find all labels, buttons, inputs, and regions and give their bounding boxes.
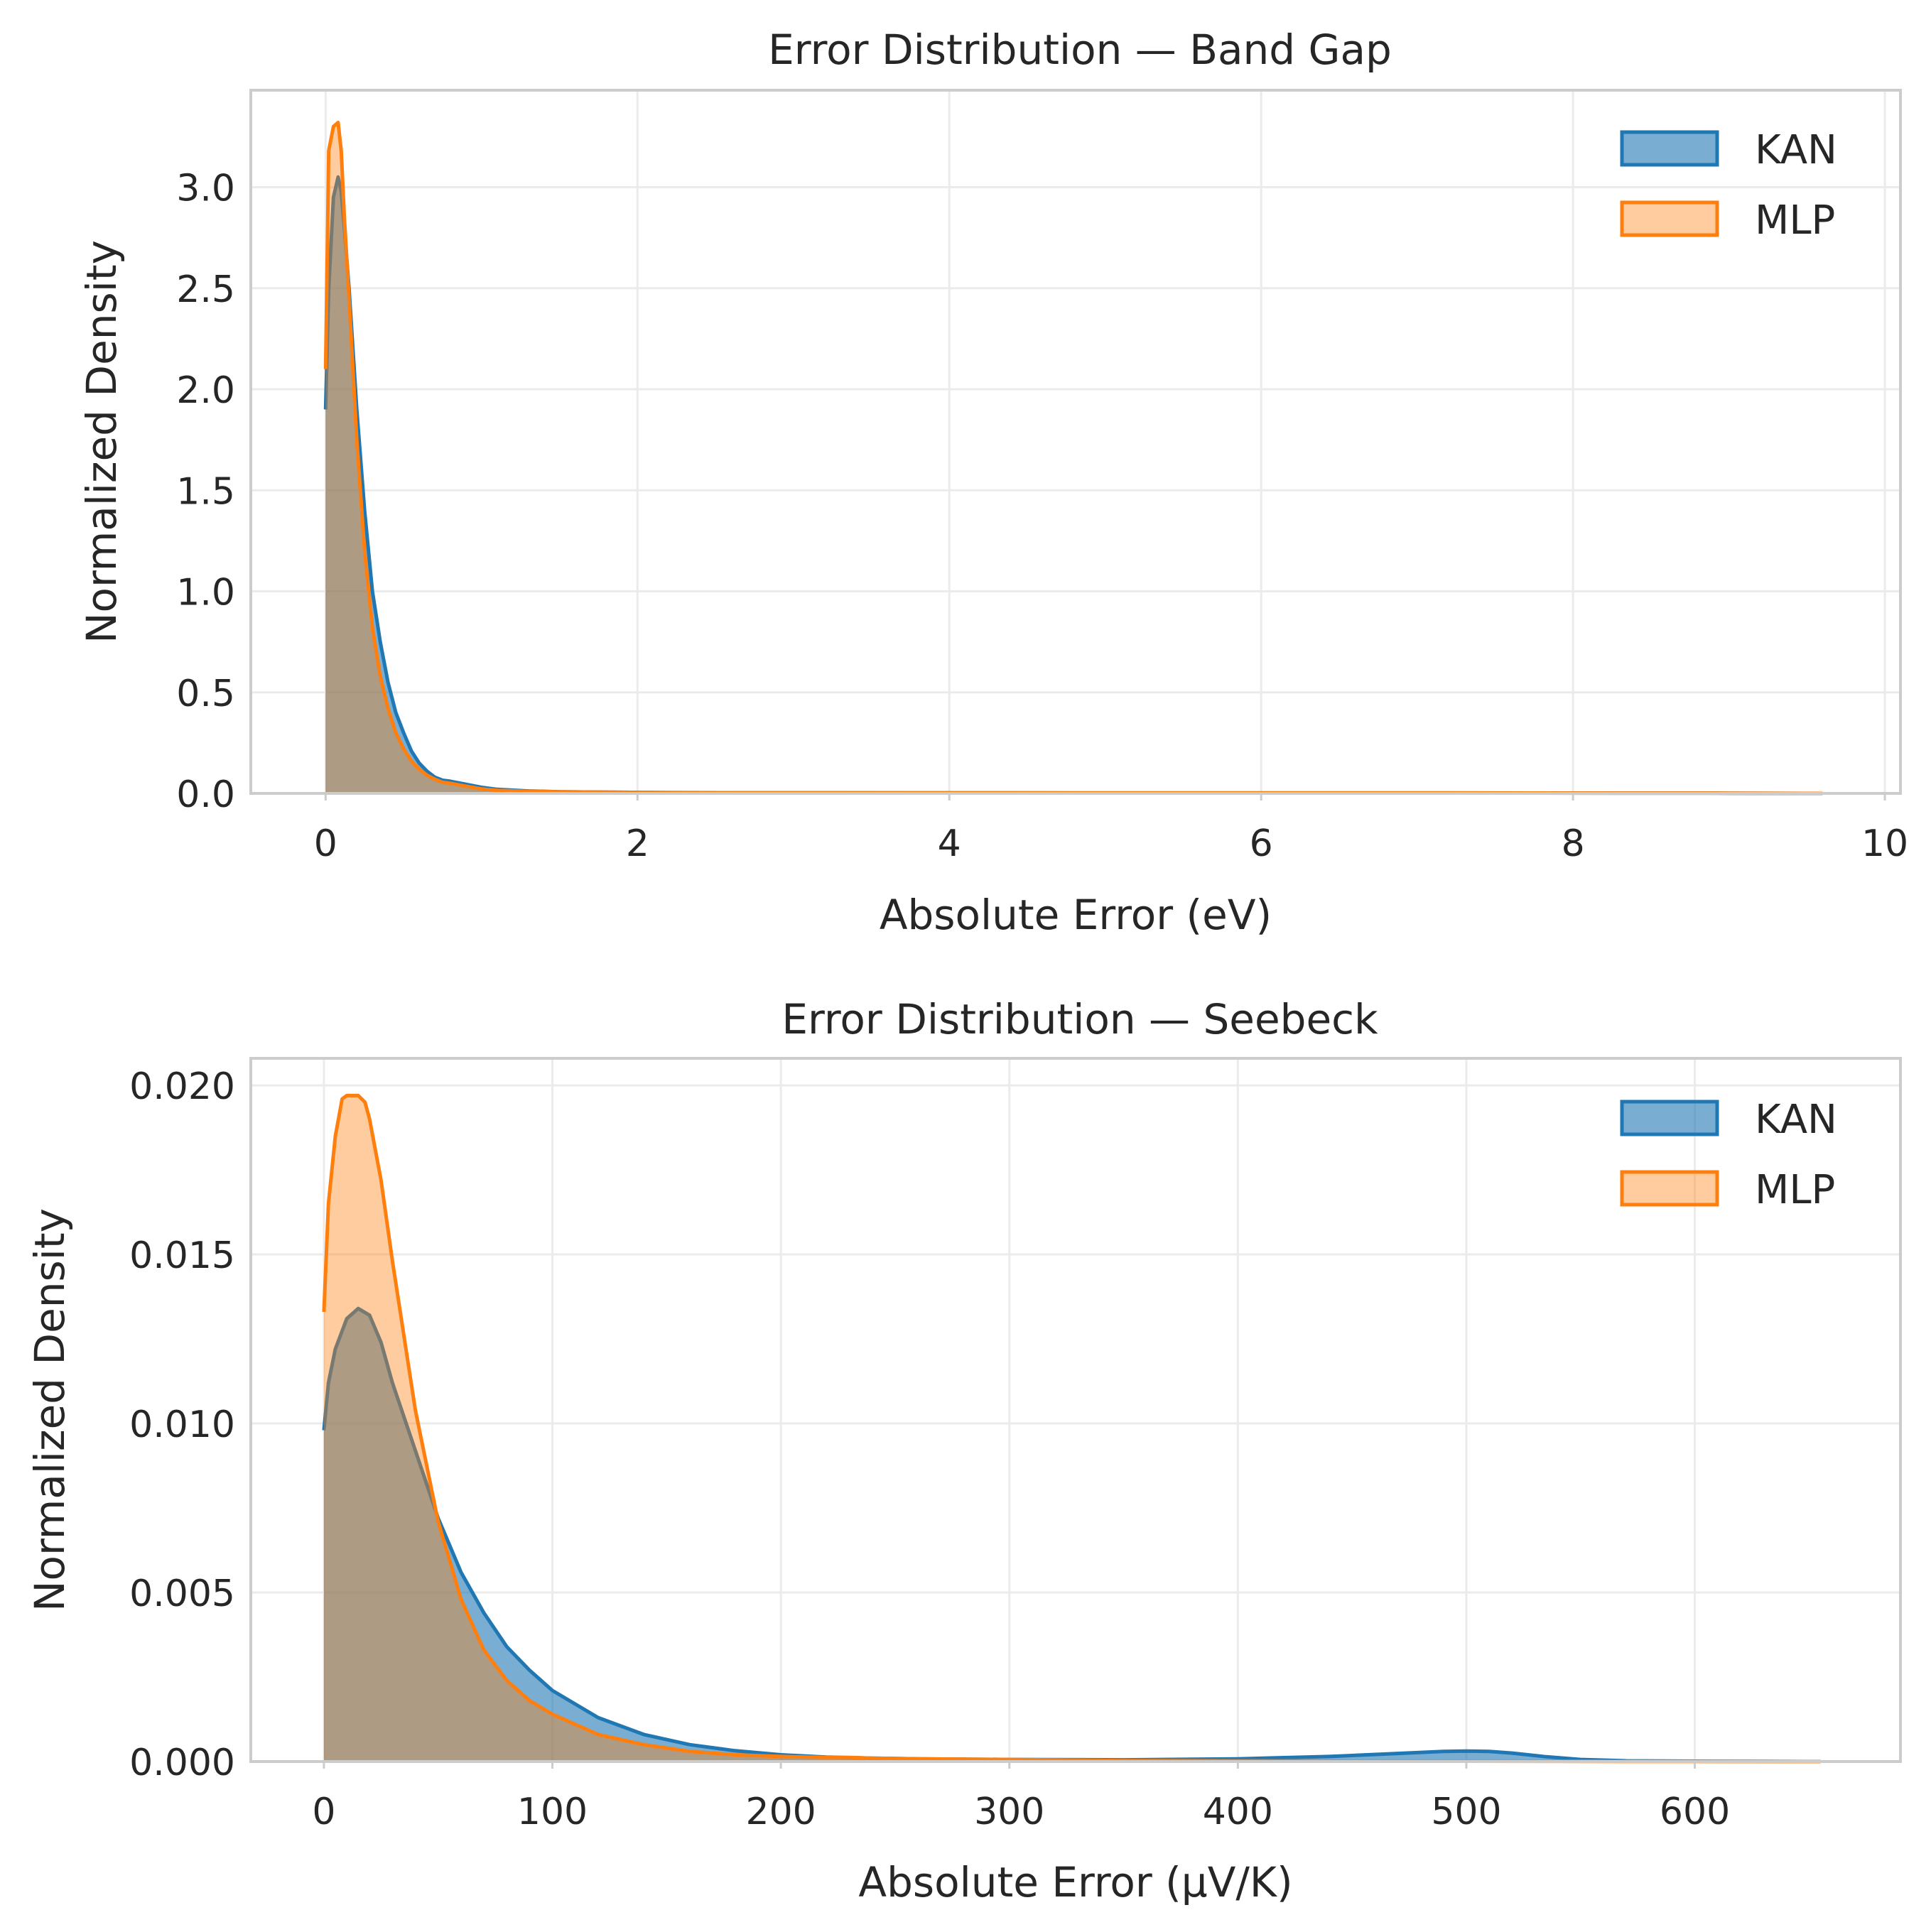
seebeck-plot-frame bbox=[249, 1057, 1902, 1763]
band-gap-y-tick-label: 3.0 bbox=[176, 168, 235, 210]
band-gap-legend: KAN MLP bbox=[1620, 127, 1837, 244]
seebeck-x-tick-label: 500 bbox=[1431, 1791, 1501, 1833]
seebeck-y-ticks: 0.000 0.005 0.010 0.015 0.020 bbox=[129, 1065, 235, 1784]
seebeck-x-tick-label: 200 bbox=[745, 1791, 816, 1833]
band-gap-x-tick-label: 4 bbox=[938, 823, 961, 865]
seebeck-kan-line bbox=[322, 1306, 1821, 1764]
band-gap-x-tick-label: 0 bbox=[314, 823, 337, 865]
band-gap-y-tick-label: 1.0 bbox=[176, 572, 235, 614]
seebeck-x-tick-label: 100 bbox=[517, 1791, 588, 1833]
seebeck-y-tick-label: 0.010 bbox=[129, 1404, 235, 1446]
seebeck-x-tick-label: 0 bbox=[312, 1791, 335, 1833]
seebeck-x-tick-label: 400 bbox=[1203, 1791, 1273, 1833]
seebeck-legend-swatch-mlp bbox=[1620, 1170, 1719, 1207]
seebeck-x-tick-label: 600 bbox=[1660, 1791, 1730, 1833]
band-gap-y-tick-label: 0.0 bbox=[176, 774, 235, 816]
band-gap-y-tick-label: 2.5 bbox=[176, 268, 235, 311]
seebeck-y-axis-label: Normalized Density bbox=[26, 1208, 74, 1612]
seebeck-y-tick-label: 0.005 bbox=[129, 1573, 235, 1615]
band-gap-x-tick-label: 10 bbox=[1861, 823, 1908, 865]
band-gap-y-ticks: 0.0 0.5 1.0 1.5 2.0 2.5 3.0 bbox=[176, 168, 235, 816]
seebeck-y-tick-label: 0.000 bbox=[129, 1742, 235, 1784]
band-gap-y-axis-label: Normalized Density bbox=[77, 240, 126, 644]
seebeck-y-tick-label: 0.015 bbox=[129, 1234, 235, 1277]
band-gap-x-ticks: 0 2 4 6 8 10 bbox=[314, 793, 1908, 865]
band-gap-y-tick-label: 1.5 bbox=[176, 470, 235, 513]
seebeck-legend-label-kan: KAN bbox=[1755, 1097, 1837, 1143]
band-gap-x-tick-label: 6 bbox=[1250, 823, 1273, 865]
seebeck-legend-swatch-kan bbox=[1620, 1100, 1719, 1136]
seebeck-title: Error Distribution — Seebeck bbox=[781, 995, 1378, 1043]
seebeck-mlp-area bbox=[323, 1095, 1821, 1762]
band-gap-y-tick-label: 0.5 bbox=[176, 673, 235, 715]
band-gap-y-tick-label: 2.0 bbox=[176, 369, 235, 412]
band-gap-x-tick-label: 8 bbox=[1562, 823, 1585, 865]
band-gap-title: Error Distribution — Band Gap bbox=[768, 26, 1392, 74]
seebeck-kan-area bbox=[323, 1308, 1821, 1762]
seebeck-x-tick-label: 300 bbox=[974, 1791, 1044, 1833]
seebeck-y-tick-label: 0.020 bbox=[129, 1065, 235, 1108]
band-gap-x-axis-label: Absolute Error (eV) bbox=[880, 891, 1272, 939]
seebeck-legend: KAN MLP bbox=[1620, 1097, 1837, 1213]
seebeck-panel: Error Distribution — Seebeck 0 100 200 300 4… bbox=[26, 995, 1902, 1906]
band-gap-x-tick-label: 2 bbox=[626, 823, 649, 865]
band-gap-panel: Error Distribution — Band Gap 0 2 4 6 8 10 0.… bbox=[77, 26, 1908, 939]
band-gap-plot-frame bbox=[249, 89, 1902, 795]
band-gap-legend-label-kan: KAN bbox=[1755, 127, 1837, 173]
seebeck-x-ticks: 0 100 200 300 400 500 600 bbox=[312, 1762, 1730, 1833]
seebeck-x-axis-label: Absolute Error (μV/K) bbox=[858, 1858, 1292, 1906]
band-gap-legend-label-mlp: MLP bbox=[1755, 197, 1835, 244]
seebeck-legend-label-mlp: MLP bbox=[1755, 1167, 1835, 1213]
band-gap-legend-swatch-kan bbox=[1620, 130, 1719, 167]
band-gap-legend-swatch-mlp bbox=[1620, 200, 1719, 237]
